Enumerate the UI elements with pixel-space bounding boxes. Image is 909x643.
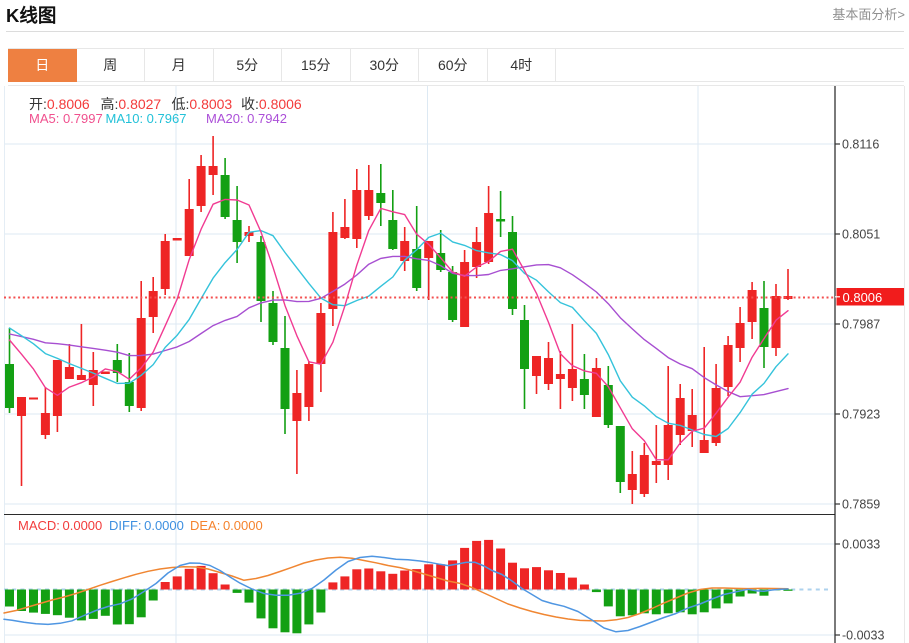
svg-text:-0.0033: -0.0033 [842, 629, 884, 643]
svg-text:0.7859: 0.7859 [842, 498, 880, 512]
svg-text:0.8051: 0.8051 [842, 228, 880, 242]
svg-text:0.7923: 0.7923 [842, 408, 880, 422]
svg-text:0.8006: 0.8006 [843, 290, 883, 305]
svg-text:0.0033: 0.0033 [842, 538, 880, 552]
svg-text:0.8116: 0.8116 [842, 138, 879, 152]
svg-text:0.7987: 0.7987 [842, 318, 880, 332]
